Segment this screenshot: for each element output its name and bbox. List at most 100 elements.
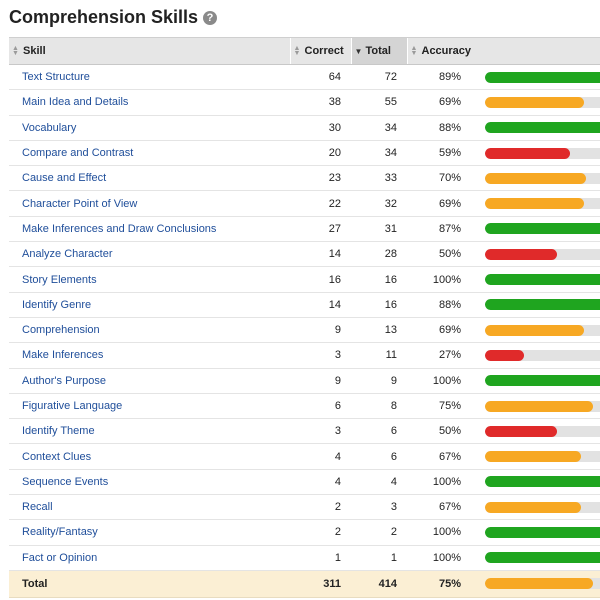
skill-cell: Author's Purpose bbox=[9, 368, 290, 394]
correct-cell: 14 bbox=[290, 241, 351, 268]
accuracy-bar bbox=[485, 501, 600, 513]
table-row: Author's Purpose 9 9 100% bbox=[9, 368, 600, 394]
sort-descending-icon: ▼ bbox=[354, 46, 363, 56]
page-title: Comprehension Skills bbox=[9, 6, 199, 27]
accuracy-cell: 100% bbox=[407, 545, 475, 571]
accuracy-cell: 67% bbox=[407, 494, 475, 521]
table-row: Comprehension 9 13 69% bbox=[9, 317, 600, 344]
total-cell: 34 bbox=[351, 140, 407, 167]
skill-cell: Text Structure bbox=[9, 64, 290, 91]
table-row: Compare and Contrast 20 34 59% bbox=[9, 140, 600, 167]
accuracy-bar bbox=[485, 526, 600, 538]
accuracy-cell: 67% bbox=[407, 443, 475, 470]
total-row: Total 311 414 75% bbox=[9, 570, 600, 598]
accuracy-bar-cell bbox=[475, 418, 600, 445]
column-header-correct[interactable]: ▲ ▼ Correct bbox=[289, 37, 351, 65]
table-row: Fact or Opinion 1 1 100% bbox=[9, 545, 600, 571]
skill-link[interactable]: Comprehension bbox=[22, 324, 100, 337]
total-cell: 32 bbox=[351, 190, 407, 217]
skill-link[interactable]: Cause and Effect bbox=[22, 172, 107, 185]
accuracy-cell: 87% bbox=[407, 216, 475, 243]
sort-icon: ▲ ▼ bbox=[12, 45, 19, 57]
correct-cell: 22 bbox=[290, 190, 351, 217]
accuracy-bar-cell bbox=[475, 469, 600, 496]
total-cell: 3 bbox=[351, 494, 407, 521]
accuracy-bar-fill bbox=[485, 172, 586, 184]
skill-cell: Compare and Contrast bbox=[9, 140, 290, 167]
total-cell: 1 bbox=[351, 545, 407, 571]
skill-link[interactable]: Sequence Events bbox=[22, 475, 109, 488]
skill-link[interactable]: Recall bbox=[22, 501, 53, 514]
total-correct-cell: 311 bbox=[290, 570, 351, 598]
column-label-total: Total bbox=[365, 45, 391, 57]
skill-cell: Cause and Effect bbox=[9, 165, 290, 192]
skill-link[interactable]: Analyze Character bbox=[22, 248, 113, 261]
table-row: Vocabulary 30 34 88% bbox=[9, 115, 600, 141]
correct-cell: 3 bbox=[290, 342, 351, 369]
accuracy-bar bbox=[485, 375, 600, 387]
total-cell: 55 bbox=[351, 89, 407, 116]
accuracy-bar bbox=[485, 172, 600, 184]
accuracy-cell: 70% bbox=[407, 165, 475, 192]
accuracy-bar-fill bbox=[485, 375, 600, 387]
correct-cell: 3 bbox=[290, 418, 351, 445]
accuracy-bar bbox=[485, 349, 600, 361]
skill-link[interactable]: Author's Purpose bbox=[22, 374, 107, 387]
accuracy-cell: 100% bbox=[407, 519, 475, 546]
accuracy-bar-cell bbox=[475, 342, 600, 369]
table-row: Main Idea and Details 38 55 69% bbox=[9, 89, 600, 116]
skill-link[interactable]: Make Inferences bbox=[22, 349, 104, 362]
correct-cell: 64 bbox=[290, 64, 351, 91]
accuracy-cell: 59% bbox=[407, 140, 475, 167]
skill-link[interactable]: Figurative Language bbox=[22, 400, 123, 412]
total-cell: 2 bbox=[351, 519, 407, 546]
skill-link[interactable]: Reality/Fantasy bbox=[22, 526, 98, 539]
total-label: Total bbox=[22, 577, 48, 590]
skill-link[interactable]: Character Point of View bbox=[22, 197, 138, 210]
accuracy-bar-fill bbox=[485, 223, 600, 235]
accuracy-bar-cell bbox=[475, 64, 600, 91]
help-icon[interactable]: ? bbox=[203, 11, 218, 25]
skill-link[interactable]: Fact or Opinion bbox=[22, 551, 98, 564]
accuracy-bar-fill bbox=[485, 501, 582, 513]
column-header-accuracy[interactable]: ▲ ▼ Accuracy bbox=[406, 37, 475, 65]
skill-link[interactable]: Main Idea and Details bbox=[22, 96, 129, 109]
skill-cell: Comprehension bbox=[9, 317, 290, 344]
total-cell: 31 bbox=[351, 216, 407, 243]
sort-icon: ▲ ▼ bbox=[293, 45, 301, 57]
accuracy-bar-cell bbox=[475, 241, 600, 268]
accuracy-bar-cell bbox=[475, 443, 600, 470]
column-label-correct: Correct bbox=[304, 45, 344, 57]
table-row: Make Inferences and Draw Conclusions 27 31… bbox=[9, 216, 600, 243]
skill-link[interactable]: Make Inferences and Draw Conclusions bbox=[22, 222, 217, 235]
accuracy-bar-cell bbox=[475, 190, 600, 217]
skill-link[interactable]: Compare and Contrast bbox=[22, 147, 134, 160]
correct-cell: 38 bbox=[290, 89, 351, 116]
accuracy-cell: 27% bbox=[407, 342, 475, 369]
skill-link[interactable]: Identify Theme bbox=[22, 425, 95, 438]
skill-link[interactable]: Vocabulary bbox=[22, 121, 77, 134]
column-header-total[interactable]: ▼ Total bbox=[350, 37, 407, 65]
accuracy-bar bbox=[485, 476, 600, 488]
accuracy-bar-fill bbox=[485, 425, 557, 437]
column-header-skill[interactable]: ▲ ▼ Skill bbox=[9, 37, 290, 65]
accuracy-bar bbox=[485, 274, 600, 286]
skill-link[interactable]: Text Structure bbox=[22, 71, 90, 84]
skill-link[interactable]: Context Clues bbox=[22, 450, 92, 463]
skill-link[interactable]: Story Elements bbox=[22, 273, 97, 286]
accuracy-bar-cell bbox=[475, 317, 600, 344]
accuracy-bar-fill bbox=[485, 71, 600, 83]
accuracy-cell: 75% bbox=[407, 393, 475, 420]
column-label-skill: Skill bbox=[23, 45, 46, 57]
accuracy-bar bbox=[485, 198, 600, 210]
total-cell: 9 bbox=[351, 368, 407, 394]
skill-link[interactable]: Identify Genre bbox=[22, 298, 92, 311]
skill-cell: Story Elements bbox=[9, 266, 290, 293]
correct-cell: 14 bbox=[290, 292, 351, 318]
total-cell: 16 bbox=[351, 292, 407, 318]
table-row: Character Point of View 22 32 69% bbox=[9, 190, 600, 217]
column-label-accuracy: Accuracy bbox=[421, 45, 472, 57]
column-header-bar bbox=[475, 37, 600, 65]
correct-cell: 4 bbox=[290, 469, 351, 496]
accuracy-bar bbox=[485, 223, 600, 235]
